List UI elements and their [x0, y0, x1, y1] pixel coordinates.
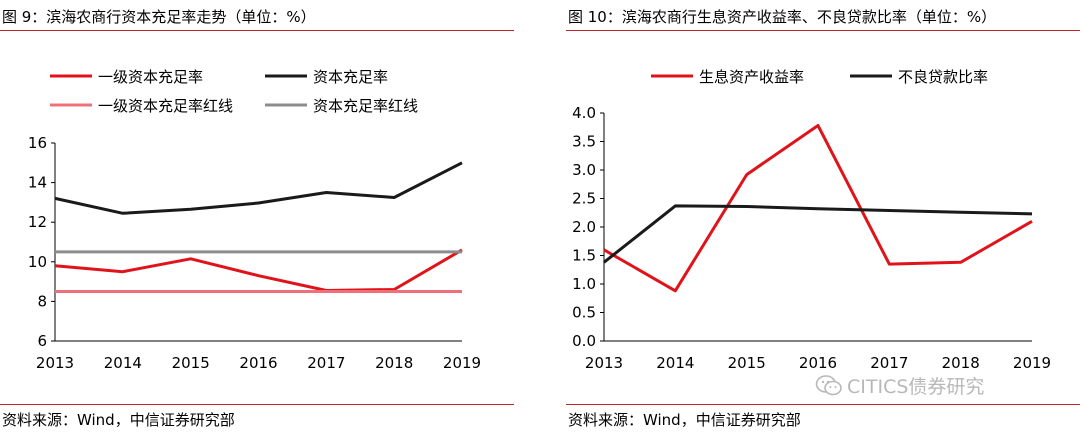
y-tick-label: 3.0: [572, 161, 596, 179]
x-tick-label: 2018: [942, 354, 980, 372]
x-tick-label: 2016: [239, 354, 277, 372]
y-tick-label: 2.5: [572, 190, 596, 208]
legend-label: 不良贷款比率: [898, 68, 988, 86]
x-tick-label: 2019: [1013, 354, 1051, 372]
x-tick-label: 2014: [656, 354, 694, 372]
x-tick-label: 2015: [728, 354, 766, 372]
legend-label: 资本充足率: [313, 68, 388, 86]
y-tick-label: 3.5: [572, 133, 596, 151]
title-divider: [0, 30, 514, 31]
legend-label: 一级资本充足率: [98, 68, 203, 86]
x-tick-label: 2015: [172, 354, 210, 372]
y-tick-label: 1.0: [572, 275, 596, 293]
y-tick-label: 6: [37, 332, 47, 350]
y-tick-label: 16: [28, 134, 47, 152]
y-tick-label: 1.5: [572, 247, 596, 265]
figure-9-panel: 图 9：滨海农商行资本充足率走势（单位：%） 6 8 10 12 14 16 2013 201…: [0, 0, 514, 433]
legend-label: 资本充足率红线: [313, 97, 418, 115]
x-tick-label: 2017: [307, 354, 345, 372]
legend-label: 生息资产收益率: [699, 68, 804, 86]
source-divider: [0, 404, 514, 405]
y-tick-label: 0.5: [572, 304, 596, 322]
title-divider: [566, 30, 1080, 31]
x-tick-label: 2013: [36, 354, 74, 372]
y-tick-label: 14: [28, 174, 47, 192]
y-tick-label: 12: [28, 213, 47, 231]
y-tick-label: 10: [28, 253, 47, 271]
source-divider: [566, 404, 1080, 405]
x-tick-label: 2017: [870, 354, 908, 372]
series-line-one: [54, 248, 463, 292]
y-tick-label: 4.0: [572, 104, 596, 122]
source-note: 资料来源：Wind，中信证券研究部: [2, 411, 235, 429]
x-tick-label: 2016: [799, 354, 837, 372]
source-note: 资料来源：Wind，中信证券研究部: [568, 411, 801, 429]
x-tick-label: 2018: [375, 354, 413, 372]
figure-title: 图 10：滨海农商行生息资产收益率、不良贷款比率（单位：%）: [568, 8, 997, 26]
capital-adequacy-chart: 6 8 10 12 14 16 2013 2014 2015 2016 2017 2018 2019 一级…: [28, 68, 481, 372]
series-line-two: [54, 161, 463, 215]
figure-10-panel: 图 10：滨海农商行生息资产收益率、不良贷款比率（单位：%） 0.0 0.5 1.0…: [566, 0, 1080, 433]
wechat-icon: [815, 375, 842, 396]
yield-npl-chart: 0.0 0.5 1.0 1.5 2.0 2.5 3.0 3.5 4.0 2013 2014 2015 2…: [572, 68, 1051, 372]
series-line-one: [603, 124, 1033, 293]
legend-label: 一级资本充足率红线: [98, 97, 233, 115]
y-tick-label: 2.0: [572, 218, 596, 236]
y-tick-label: 0.0: [572, 332, 596, 350]
watermark: CITICS债券研究: [815, 372, 1055, 400]
y-tick-label: 8: [37, 292, 47, 310]
x-tick-label: 2013: [585, 354, 623, 372]
x-tick-label: 2014: [104, 354, 142, 372]
x-tick-label: 2019: [443, 354, 481, 372]
watermark-text: CITICS债券研究: [847, 376, 985, 398]
series-line-two: [603, 204, 1033, 264]
figure-title: 图 9：滨海农商行资本充足率走势（单位：%）: [2, 8, 316, 26]
